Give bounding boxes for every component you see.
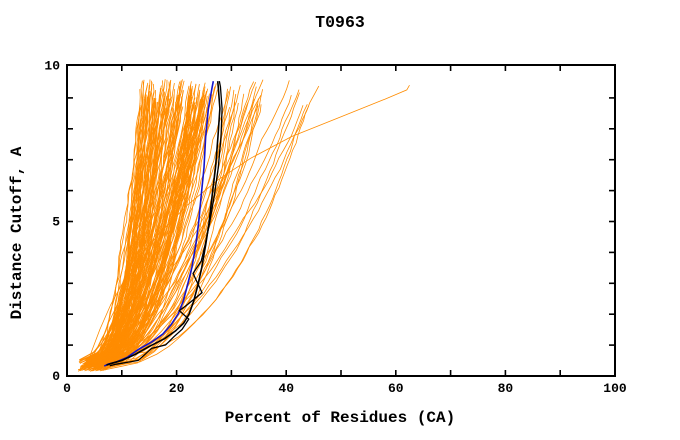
svg-text:100: 100	[603, 381, 627, 396]
svg-text:20: 20	[169, 381, 185, 396]
svg-text:40: 40	[278, 381, 294, 396]
svg-text:10: 10	[44, 59, 60, 74]
svg-text:5: 5	[52, 215, 60, 230]
svg-text:0: 0	[63, 381, 71, 396]
svg-text:80: 80	[498, 381, 514, 396]
svg-text:60: 60	[388, 381, 404, 396]
svg-text:0: 0	[52, 369, 60, 384]
